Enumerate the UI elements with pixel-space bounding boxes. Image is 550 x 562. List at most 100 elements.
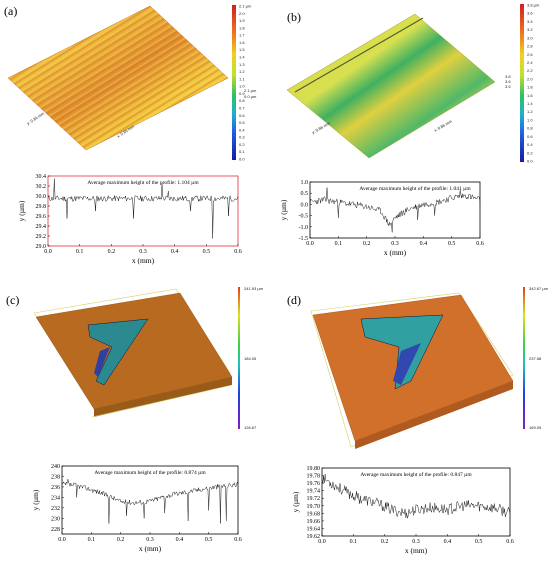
profile-annotation: Average maximum height of the profile: 1… xyxy=(87,179,199,186)
colorbar-tick-label: 2.4 xyxy=(527,60,533,65)
colorbar-tick-label: 0.6 xyxy=(239,113,245,118)
colorbar-tick-label: 3.8 µm xyxy=(527,3,540,8)
x-axis-label: x (mm) xyxy=(139,544,162,553)
x-tick-label: 0.4 xyxy=(444,539,452,545)
colorbar-tick-label: 1.6 xyxy=(527,93,533,98)
panel-label: (c) xyxy=(6,293,20,307)
pit-deep xyxy=(393,343,421,385)
x-axis-label: x (mm) xyxy=(132,256,155,265)
colorbar-tick-label: 1.0 xyxy=(527,117,533,122)
y-tick-label: 19.66 xyxy=(307,519,321,525)
colorbar-tick-label: 0.0 xyxy=(527,159,533,164)
colorbar xyxy=(232,5,236,160)
colorbar-tick-label: 3.4 xyxy=(527,19,533,24)
x-tick-label: 0.1 xyxy=(335,241,343,247)
x-tick-label: 0.5 xyxy=(475,539,483,545)
surface-base xyxy=(355,381,513,449)
surface-frame xyxy=(310,292,514,448)
colorbar-tick-label: 0.5 xyxy=(239,120,245,125)
x-tick-label: 0.3 xyxy=(412,539,420,545)
colorbar-tick-label: 0.0 xyxy=(239,157,245,162)
surface-stripes xyxy=(8,6,228,150)
colorbar-tick-mid: 237.58 xyxy=(529,356,542,361)
surface-map-a: y: 0.86 mm x: 0.86 mm 2.1 µm2.01.91.81.7… xyxy=(7,4,257,162)
x-tick-label: 0.0 xyxy=(44,249,52,255)
y-tick-label: 19.76 xyxy=(307,481,321,487)
colorbar-side-bottom: 0.0 µm xyxy=(244,94,257,99)
profile-annotation: Average maximum height of the profile: 1… xyxy=(359,185,471,192)
x-tick-label: 0.5 xyxy=(205,537,213,543)
colorbar-tick-label: 0.8 xyxy=(239,98,245,103)
y-tick-label: -0.5 xyxy=(299,214,309,220)
profile-chart-a: 0.0 0.1 0.2 0.3 0.4 0.5 0.6 29.0 29.2 29.4 29.6 29.… xyxy=(17,174,242,265)
y-tick-label: 29.0 xyxy=(36,244,47,250)
colorbar-tick-label: 1.8 xyxy=(527,85,533,90)
colorbar-tick-label: 3.6 xyxy=(527,11,533,16)
profile-chart-b: 0.0 0.1 0.2 0.3 0.4 0.5 0.6 -1.5 -1.0 -0.5 0.0 0.5 1… xyxy=(279,180,484,257)
x-tick-label: 0.6 xyxy=(234,249,242,255)
x-tick-label: 0.1 xyxy=(350,539,358,545)
y-axis-label: y (µm) xyxy=(31,489,40,510)
plot-frame xyxy=(309,181,481,239)
colorbar-tick-label: 0.7 xyxy=(239,106,245,111)
surface-plate xyxy=(286,13,496,159)
colorbar-side-2: 3.6 xyxy=(505,79,511,84)
colorbar-tick-label: 1.2 xyxy=(527,109,533,114)
colorbar-tick-label: 1.8 xyxy=(239,25,245,30)
y-tick-label: 232 xyxy=(51,506,60,512)
y-tick-label: 30.2 xyxy=(36,184,47,190)
colorbar-tick-label: 1.1 xyxy=(239,76,245,81)
y-tick-label: -1.0 xyxy=(299,225,309,231)
colorbar-tick-label: 1.0 xyxy=(239,84,245,89)
y-tick-label: 19.68 xyxy=(307,511,321,517)
surface-map-c: 241.93 µm 184.05 126.67 xyxy=(33,286,264,430)
plot-frame xyxy=(47,175,239,247)
colorbar-tick-label: 1.4 xyxy=(239,55,245,60)
colorbar-tick-label: 1.7 xyxy=(239,33,245,38)
x-tick-label: 0.4 xyxy=(176,537,184,543)
x-tick-label: 0.0 xyxy=(306,241,314,247)
x-tick-label: 0.6 xyxy=(506,539,514,545)
y-tick-label: 0.0 xyxy=(301,202,309,208)
colorbar xyxy=(520,4,524,162)
colorbar-tick-label: 0.1 xyxy=(239,149,245,154)
x-tick-label: 0.2 xyxy=(381,539,389,545)
surface-map-d: 342.67 µm 237.58 169.09 xyxy=(310,286,549,449)
frame-edge xyxy=(91,384,233,418)
y-tick-label: 30.0 xyxy=(36,194,47,200)
colorbar-tick-label: 1.9 xyxy=(239,18,245,23)
colorbar-tick-label: 2.0 xyxy=(239,11,245,16)
panel-label: (d) xyxy=(287,293,301,307)
colorbar-tick-label: 2.6 xyxy=(527,52,533,57)
panel-b: (b) y: 0.86 mm x: 0.86 mm 3.8 µm 3.6 3.4 3.… xyxy=(275,0,550,281)
colorbar-tick-label: 0.9 xyxy=(239,91,245,96)
colorbar-tick-label: 0.2 xyxy=(239,142,245,147)
y-tick-label: 19.78 xyxy=(307,474,321,480)
plot-frame xyxy=(61,465,239,535)
x-tick-label: 0.2 xyxy=(363,241,371,247)
colorbar-tick-label: 0.2 xyxy=(527,150,533,155)
x-tick-label: 0.3 xyxy=(139,249,147,255)
x-tick-label: 0.6 xyxy=(476,241,484,247)
x-tick-label: 0.5 xyxy=(448,241,456,247)
y-tick-label: 29.4 xyxy=(36,224,47,230)
x-tick-label: 0.0 xyxy=(318,539,326,545)
x-tick-label: 0.4 xyxy=(420,241,428,247)
profile-line xyxy=(47,178,239,239)
y-tick-label: 228 xyxy=(51,527,60,533)
x-tick-label: 0.3 xyxy=(146,537,154,543)
colorbar-tick-label: 0.6 xyxy=(527,134,533,139)
x-tick-label: 0.0 xyxy=(58,537,66,543)
colorbar-tick-label: 2.8 xyxy=(527,44,533,49)
x-axis-label: x (mm) xyxy=(384,248,407,257)
colorbar-ticks: 2.1 µm 2.0 1.9 1.8 1.7 1.6 1.5 1.4 1.3 1.2 1.1 1.0 0… xyxy=(239,4,252,162)
x-tick-label: 0.5 xyxy=(203,249,211,255)
plot-frame xyxy=(321,467,511,537)
colorbar-tick-label: 1.4 xyxy=(527,101,533,106)
pit xyxy=(87,318,149,386)
y-tick-label: 236 xyxy=(51,485,60,491)
y-tick-label: 19.62 xyxy=(307,534,321,540)
panel-a: (a) xyxy=(0,0,275,281)
